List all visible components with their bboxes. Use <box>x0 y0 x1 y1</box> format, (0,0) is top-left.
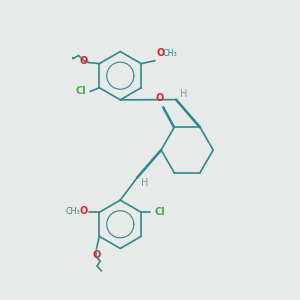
Text: O: O <box>156 93 164 103</box>
Text: O: O <box>80 206 88 217</box>
Text: O: O <box>156 48 164 58</box>
Text: O: O <box>92 250 101 260</box>
Text: CH₃: CH₃ <box>65 207 80 216</box>
Text: Cl: Cl <box>76 86 86 97</box>
Text: O: O <box>80 56 88 66</box>
Text: Cl: Cl <box>154 207 165 217</box>
Text: H: H <box>142 178 149 188</box>
Text: H: H <box>181 89 188 99</box>
Text: CH₃: CH₃ <box>162 49 177 58</box>
